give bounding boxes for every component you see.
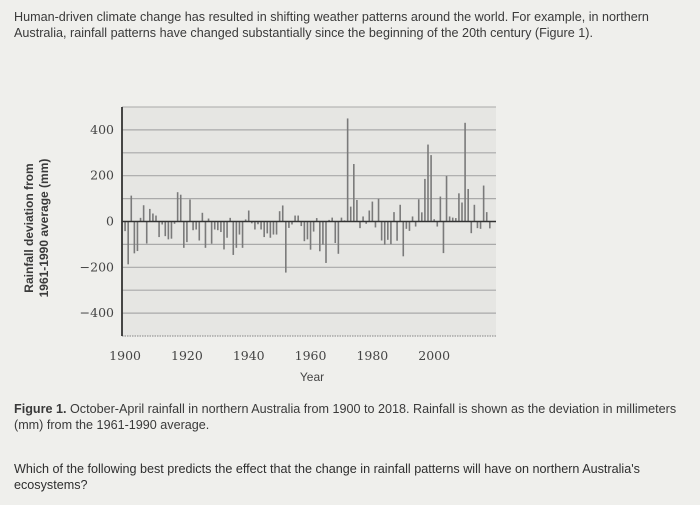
caption-label: Figure 1.: [14, 402, 67, 416]
x-tick-label: 1920: [171, 348, 203, 363]
y-tick-label: 0: [106, 214, 114, 229]
caption-text: October-April rainfall in northern Austr…: [14, 402, 677, 432]
question-text: Which of the following best predicts the…: [14, 462, 640, 492]
y-tick-label: 200: [90, 168, 114, 183]
y-tick-label: −200: [80, 259, 114, 274]
intro-paragraph: Human-driven climate change has resulted…: [14, 10, 649, 40]
x-tick-label: 1900: [109, 348, 141, 363]
x-tick-label: 2000: [418, 348, 450, 363]
x-tick-label: 1960: [295, 348, 327, 363]
figure-caption: Figure 1. October-April rainfall in nort…: [14, 401, 689, 433]
y-tick-label: 400: [90, 122, 114, 137]
x-tick-label: 1940: [233, 348, 265, 363]
x-axis-label: Year: [300, 370, 324, 384]
y-tick-label: −400: [80, 305, 114, 320]
x-tick-label: 1980: [356, 348, 388, 363]
